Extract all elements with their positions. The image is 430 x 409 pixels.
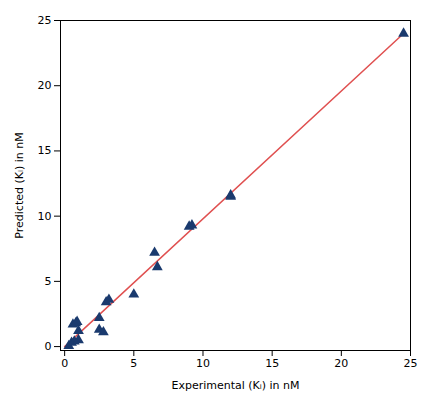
svg-text:20: 20	[334, 357, 348, 370]
svg-text:5: 5	[45, 275, 52, 288]
svg-text:25: 25	[38, 14, 52, 27]
svg-text:0: 0	[45, 340, 52, 353]
svg-text:Experimental (Kᵢ) in nM: Experimental (Kᵢ) in nM	[171, 379, 299, 392]
svg-text:5: 5	[130, 357, 137, 370]
svg-text:10: 10	[38, 210, 52, 223]
svg-text:20: 20	[38, 79, 52, 92]
svg-text:15: 15	[38, 144, 52, 157]
svg-text:0: 0	[61, 357, 68, 370]
svg-text:10: 10	[196, 357, 210, 370]
svg-text:Predicted (Kᵢ) in nM: Predicted (Kᵢ) in nM	[13, 132, 26, 238]
svg-text:25: 25	[404, 357, 418, 370]
svg-text:15: 15	[265, 357, 279, 370]
